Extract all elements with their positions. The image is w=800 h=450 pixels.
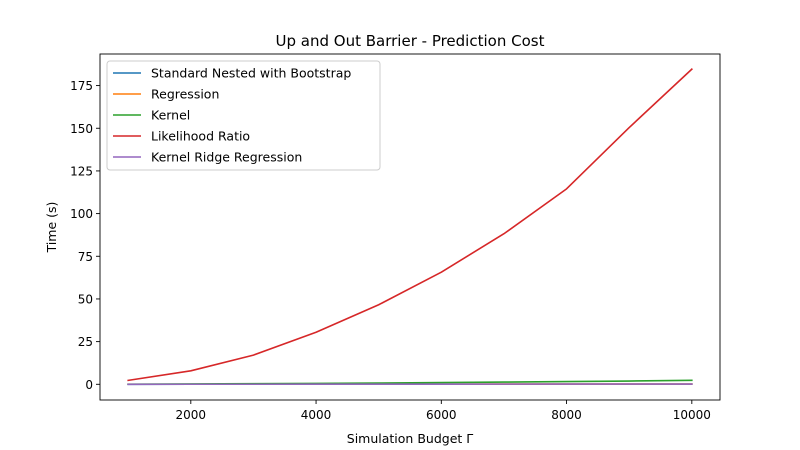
x-tick-label: 4000 [301,408,332,422]
legend-label: Likelihood Ratio [151,129,250,144]
legend-label: Kernel Ridge Regression [151,150,302,165]
chart-title: Up and Out Barrier - Prediction Cost [276,32,545,50]
x-axis: 2000 4000 6000 8000 10000 [176,400,711,422]
legend: Standard Nested with Bootstrap Regression… [106,60,381,171]
plot-frame [99,53,721,401]
y-axis-label: Time (s) [44,202,59,254]
legend-label: Standard Nested with Bootstrap [151,66,351,81]
y-tick-label: 100 [70,207,93,221]
y-tick-label: 175 [70,79,93,93]
x-tick-label: 6000 [426,408,457,422]
y-tick-label: 125 [70,164,93,178]
plot-area [127,68,693,386]
y-axis: 0 25 50 75 100 125 150 175 [70,79,100,392]
series-line-likelihood-ratio [127,68,693,382]
legend-label: Regression [151,87,219,102]
x-axis-label: Simulation Budget Γ [347,431,473,446]
y-tick-label: 50 [78,292,93,306]
x-tick-label: 10000 [673,408,711,422]
x-tick-label: 2000 [176,408,207,422]
y-tick-label: 0 [85,378,93,392]
legend-label: Kernel [151,108,190,123]
y-tick-label: 25 [78,335,93,349]
legend-box [106,60,381,171]
x-tick-label: 8000 [551,408,582,422]
y-tick-label: 75 [78,250,93,264]
y-tick-label: 150 [70,122,93,136]
